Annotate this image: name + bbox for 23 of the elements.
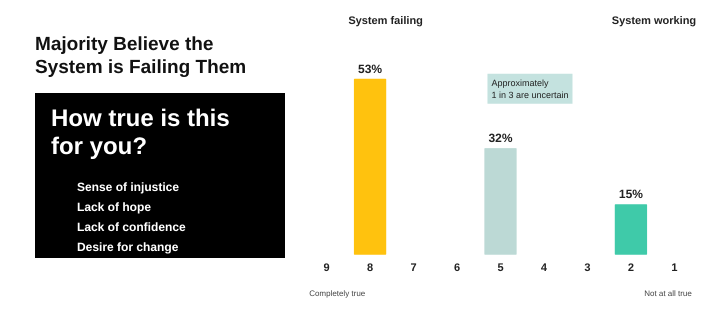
data-label: 15% [618, 187, 644, 202]
x-tick-label: 3 [584, 262, 591, 274]
text: Desire for change [77, 239, 180, 256]
x-tick-label: 6 [454, 262, 460, 274]
text: Lack of hope [77, 199, 152, 216]
x-tick-label: 8 [367, 262, 374, 274]
text: Lack of confidence [77, 219, 187, 236]
text: System failing [348, 14, 423, 27]
data-label: 32% [488, 131, 513, 146]
text: Majority Believe the System is Failing Them [35, 33, 248, 79]
x-tick-label: 4 [540, 262, 548, 274]
annotation: Approximately 1 in 3 are uncertain [491, 78, 569, 100]
x-tick-label: 9 [324, 262, 330, 274]
x-tick-label: 7 [410, 262, 417, 274]
text: Not at all true [644, 289, 692, 298]
x-tick-label: 2 [628, 262, 634, 274]
text: Completely true [309, 289, 366, 298]
text: How true is this for you? [51, 105, 231, 161]
text: System working [612, 14, 696, 27]
text: Sense of injustice [77, 179, 180, 196]
x-tick-label: 5 [497, 262, 504, 274]
x-tick-label: 1 [671, 262, 678, 274]
data-label: 53% [358, 62, 382, 76]
